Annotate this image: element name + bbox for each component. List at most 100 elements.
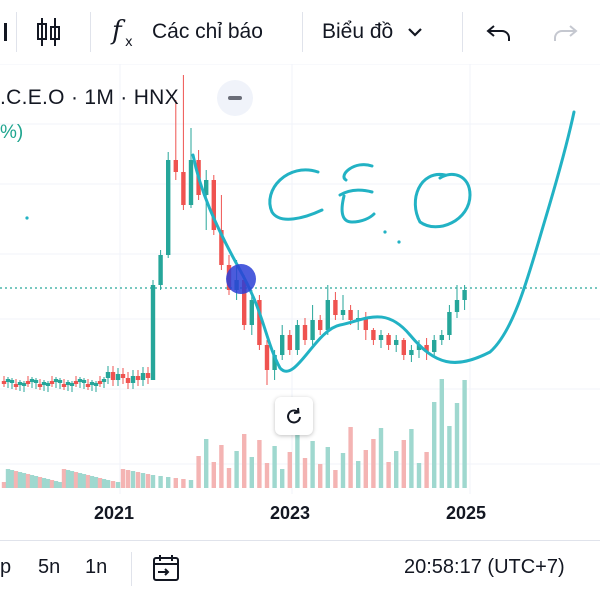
candle-body xyxy=(73,381,79,384)
candle-body xyxy=(41,382,47,385)
volume-bar xyxy=(242,434,247,488)
volume-bar xyxy=(5,469,11,488)
candle-body xyxy=(89,382,95,385)
volume-bar xyxy=(73,472,79,488)
volume-bar xyxy=(21,473,27,488)
volume-bar xyxy=(93,477,99,488)
chart-pane[interactable] xyxy=(0,63,600,534)
candle-body xyxy=(145,373,151,378)
partial-icon xyxy=(4,23,7,41)
clock-timezone[interactable]: 20:58:17 (UTC+7) xyxy=(404,556,565,578)
ink-dot xyxy=(397,240,401,244)
candle-body xyxy=(211,180,216,230)
candle-body xyxy=(295,325,300,350)
volume-bar xyxy=(135,472,141,488)
candle-body xyxy=(447,312,452,335)
volume-bar xyxy=(257,440,262,488)
go-to-date-button[interactable] xyxy=(150,552,182,589)
volume-bar xyxy=(150,475,156,488)
svg-text:f: f xyxy=(110,16,126,46)
volume-bar xyxy=(29,475,35,488)
volume-bar xyxy=(101,479,107,488)
candle-body xyxy=(386,335,391,345)
volume-bar xyxy=(89,476,95,488)
volume-bar xyxy=(333,470,338,488)
volume-bar xyxy=(454,403,460,488)
range-button-5n[interactable]: 5n xyxy=(38,556,61,578)
candle-body xyxy=(115,374,121,380)
bottom-toolbar xyxy=(0,540,600,601)
undo-icon xyxy=(486,25,510,41)
candle-body xyxy=(158,255,163,285)
indicators-button[interactable]: f x Các chỉ báo xyxy=(110,0,263,64)
candle-body xyxy=(439,335,444,340)
candle-body xyxy=(424,345,429,352)
candle-body xyxy=(33,380,39,383)
volume-bar xyxy=(318,464,323,488)
price-chart[interactable] xyxy=(0,63,600,534)
volume-bar xyxy=(272,446,277,488)
volume-bar xyxy=(280,469,285,488)
drawing-marker[interactable] xyxy=(226,264,256,294)
candle-body xyxy=(97,381,103,384)
candle-body xyxy=(432,340,437,352)
candle-body xyxy=(204,180,209,195)
candle-body xyxy=(181,172,186,205)
symbol-legend[interactable]: .C.E.O · 1M · HNX xyxy=(0,86,179,109)
candle-body xyxy=(13,384,19,387)
candle-body xyxy=(219,230,224,265)
volume-bar xyxy=(65,470,71,488)
volume-bar xyxy=(204,439,209,488)
volume-bar xyxy=(219,445,224,488)
candle-body xyxy=(318,320,323,330)
handwritten-letter xyxy=(338,163,376,224)
candle-body xyxy=(325,300,330,330)
volume-bar xyxy=(37,477,43,488)
volume-bar xyxy=(264,463,270,488)
volume-bar xyxy=(340,453,346,488)
handwritten-ceo-annotation xyxy=(25,163,472,244)
candle-body xyxy=(69,383,75,386)
x-axis-label-2023: 2023 xyxy=(270,503,311,523)
redo-button[interactable] xyxy=(550,0,580,64)
collapse-legend-button[interactable] xyxy=(217,80,253,116)
volume-bar xyxy=(69,471,75,488)
candle-body xyxy=(81,380,87,383)
candle-body xyxy=(401,340,406,355)
range-button-1n[interactable]: 1n xyxy=(85,556,108,578)
svg-text:x: x xyxy=(125,35,133,49)
handwritten-trend-curve xyxy=(191,110,576,373)
chart-menu-button[interactable]: Biểu đồ xyxy=(322,0,427,64)
candles-type-button[interactable] xyxy=(34,0,64,64)
reset-chart-button[interactable] xyxy=(275,397,313,435)
volume-bar xyxy=(130,471,136,488)
volume-bar xyxy=(295,435,300,488)
volume-bar xyxy=(115,482,121,488)
candle-body xyxy=(57,380,63,383)
volume-bar xyxy=(145,474,151,488)
indicators-label: Các chỉ báo xyxy=(152,20,263,43)
volume-bar xyxy=(378,428,384,488)
volume-bar xyxy=(77,473,83,488)
rotate-icon xyxy=(287,407,301,424)
volume-bar xyxy=(25,474,31,488)
candle-body xyxy=(310,320,315,340)
range-button-p[interactable]: p xyxy=(0,556,12,578)
undo-button[interactable] xyxy=(484,0,514,64)
volume-bar xyxy=(140,473,146,488)
candle-body xyxy=(85,384,91,387)
volume-bar xyxy=(371,439,376,488)
x-axis-label-2025: 2025 xyxy=(446,503,487,523)
volume-bar xyxy=(249,457,254,488)
volume-bar xyxy=(49,480,55,488)
candle-body xyxy=(257,300,262,345)
ink-dot xyxy=(25,216,29,220)
redo-icon xyxy=(554,25,578,41)
volume-bar xyxy=(57,482,63,488)
candle-body xyxy=(333,300,338,315)
toolbar-overflow-left[interactable] xyxy=(0,0,12,64)
legend-change: %) xyxy=(0,122,24,143)
candle-body xyxy=(130,376,136,383)
volume-bar xyxy=(226,468,232,488)
candle-body xyxy=(17,382,23,385)
